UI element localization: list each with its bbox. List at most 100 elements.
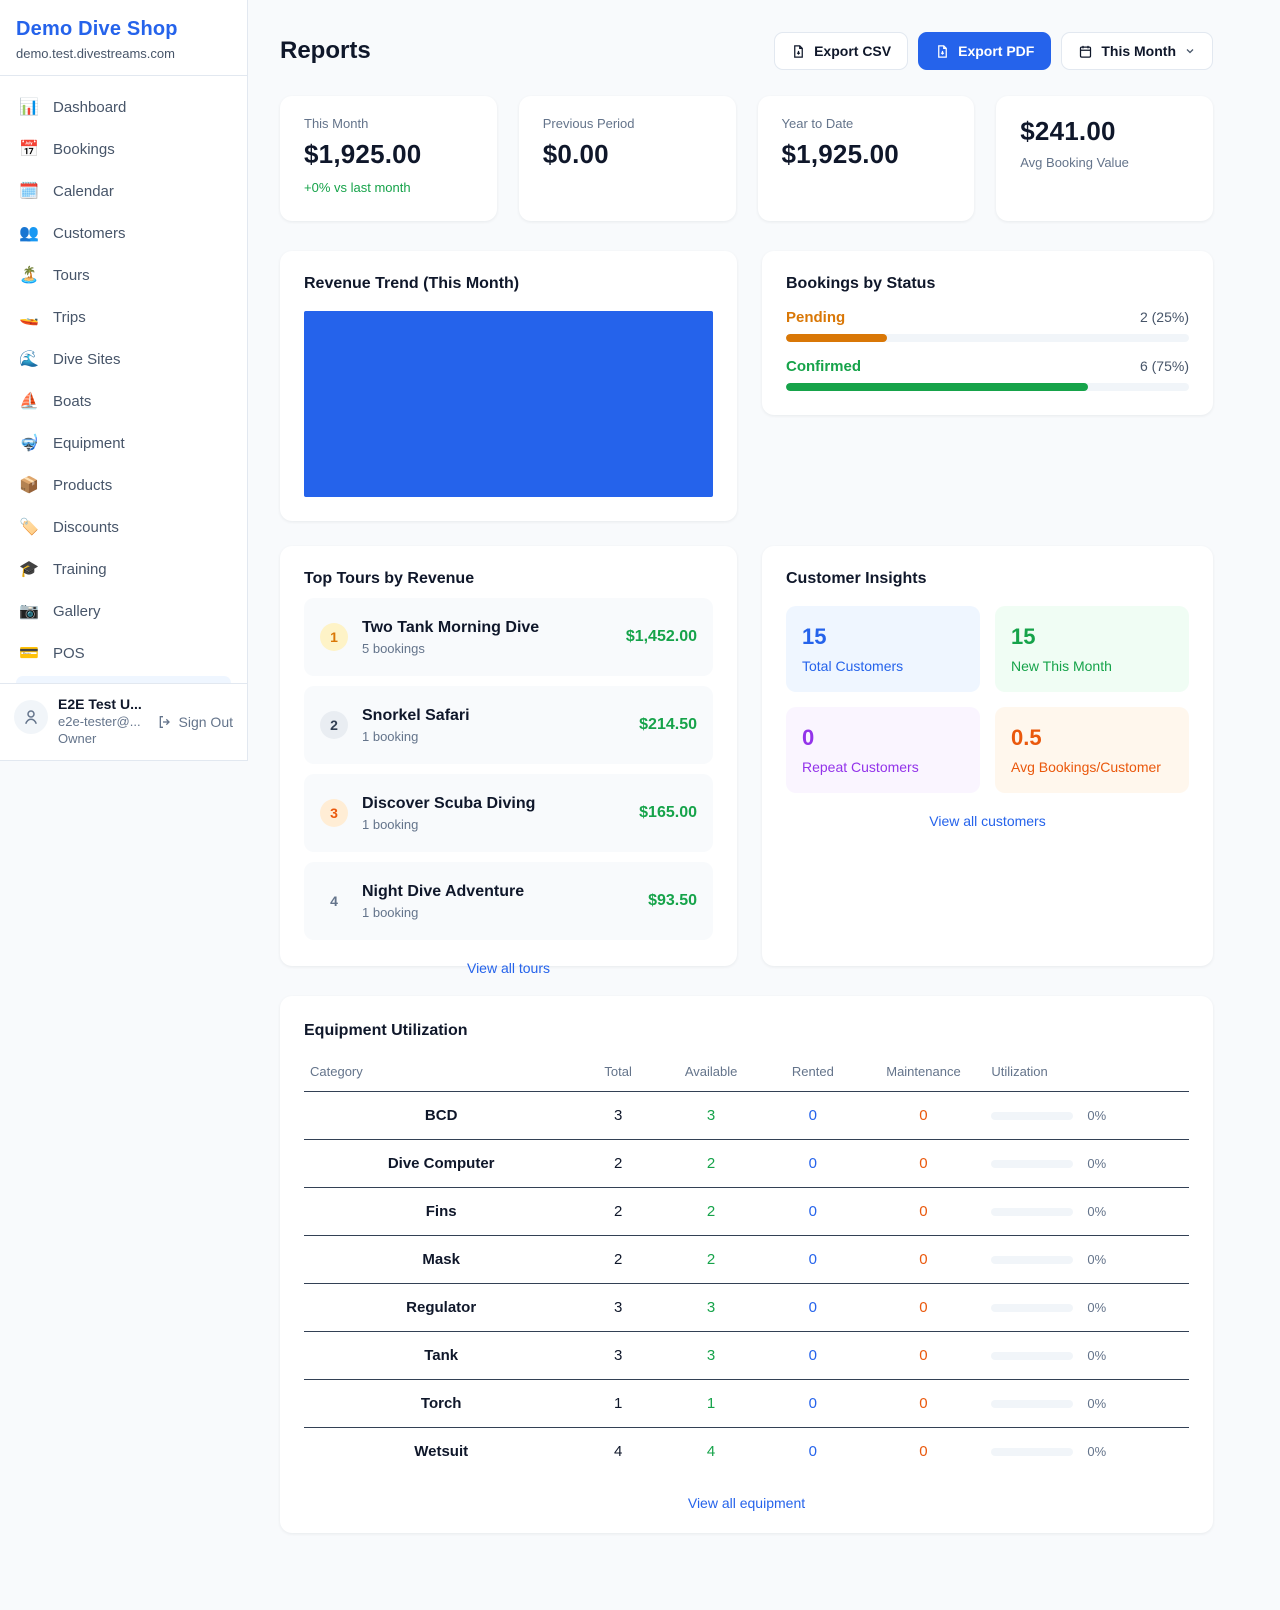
equipment-table: Category Total Available Rented Maintena… <box>304 1054 1189 1475</box>
customer-insights-title: Customer Insights <box>786 570 927 587</box>
user-role: Owner <box>58 731 97 746</box>
sidebar-item-products[interactable]: 📦 Products <box>8 464 239 506</box>
revenue-trend-card: Revenue Trend (This Month) <box>280 251 737 521</box>
export-pdf-label: Export PDF <box>958 43 1035 59</box>
col-total: Total <box>578 1054 658 1092</box>
tour-revenue: $165.00 <box>639 804 697 821</box>
equipment-utilization-title: Equipment Utilization <box>304 1022 468 1039</box>
export-csv-button[interactable]: Export CSV <box>774 32 909 70</box>
view-all-tours-link[interactable]: View all tours <box>466 960 550 976</box>
table-row: Regulator 3 3 0 0 0% <box>304 1283 1189 1332</box>
view-all-customers-link[interactable]: View all customers <box>929 813 1046 829</box>
cell-total: 2 <box>578 1235 658 1284</box>
stat-value: $241.00 <box>1020 116 1116 146</box>
brand-name: Demo Dive Shop <box>16 18 178 40</box>
sidebar-item-boats[interactable]: ⛵ Boats <box>8 380 239 422</box>
col-category: Category <box>304 1054 579 1092</box>
tile-label: Avg Bookings/Customer <box>1011 759 1161 775</box>
sidebar-item-dashboard[interactable]: 📊 Dashboard <box>8 86 239 128</box>
insights-row: Top Tours by Revenue 1 Two Tank Morning … <box>280 546 1213 976</box>
user-email: e2e-tester@... <box>58 714 141 729</box>
bookings-icon: 📅 <box>19 141 39 158</box>
utilization-cell: 0% <box>991 1252 1183 1267</box>
insight-tiles: 15 Total Customers 15 New This Month 0 R… <box>786 606 1189 793</box>
sidebar-item-label: Trips <box>53 308 86 326</box>
cell-available: 3 <box>657 1331 765 1380</box>
gallery-icon: 📷 <box>19 603 39 620</box>
cell-total: 2 <box>578 1139 658 1188</box>
tile-new-this-month: 15 New This Month <box>995 606 1189 692</box>
sidebar-item-calendar[interactable]: 🗓️ Calendar <box>8 170 239 212</box>
sidebar-item-dive-sites[interactable]: 🌊 Dive Sites <box>8 338 239 380</box>
cell-category: Torch <box>304 1379 579 1428</box>
stat-value: $1,925.00 <box>781 139 899 169</box>
sidebar-item-trips[interactable]: 🚤 Trips <box>8 296 239 338</box>
utilization-bar <box>991 1207 1074 1216</box>
rank-badge: 1 <box>320 623 348 651</box>
table-row: Mask 2 2 0 0 0% <box>304 1235 1189 1284</box>
stat-label: Avg Booking Value <box>1020 155 1129 170</box>
period-label: This Month <box>1101 43 1176 59</box>
sidebar-item-reports-active-partial[interactable] <box>16 676 231 683</box>
tile-label: New This Month <box>1011 658 1112 674</box>
dashboard-icon: 📊 <box>19 99 39 116</box>
tours-icon: 🏝️ <box>19 267 39 284</box>
tour-name: Discover Scuba Diving <box>362 794 536 812</box>
utilization-cell: 0% <box>991 1444 1183 1459</box>
cell-total: 3 <box>578 1091 658 1140</box>
tile-label: Total Customers <box>802 658 904 674</box>
sidebar-item-training[interactable]: 🎓 Training <box>8 548 239 590</box>
status-bar-track <box>786 383 1189 391</box>
tour-row[interactable]: 1 Two Tank Morning Dive 5 bookings $1,45… <box>304 598 713 676</box>
tile-total-customers: 15 Total Customers <box>786 606 980 692</box>
bookings-by-status-title: Bookings by Status <box>786 275 936 292</box>
table-row: Wetsuit 4 4 0 0 0% <box>304 1428 1189 1476</box>
tour-row[interactable]: 3 Discover Scuba Diving 1 booking $165.0… <box>304 774 713 852</box>
table-row: Torch 1 1 0 0 0% <box>304 1379 1189 1428</box>
sidebar-item-bookings[interactable]: 📅 Bookings <box>8 128 239 170</box>
cell-rented: 0 <box>764 1331 862 1380</box>
utilization-pct: 0% <box>1087 1156 1107 1171</box>
status-row-confirmed: Confirmed 6 (75%) <box>786 358 1189 391</box>
sidebar-item-tours[interactable]: 🏝️ Tours <box>8 254 239 296</box>
tour-row[interactable]: 2 Snorkel Safari 1 booking $214.50 <box>304 686 713 764</box>
utilization-bar <box>991 1351 1074 1360</box>
tour-revenue: $1,452.00 <box>625 628 697 645</box>
cell-maintenance: 0 <box>861 1187 986 1236</box>
period-dropdown[interactable]: This Month <box>1061 32 1213 70</box>
sidebar-item-customers[interactable]: 👥 Customers <box>8 212 239 254</box>
cell-available: 2 <box>657 1139 765 1188</box>
sidebar-item-discounts[interactable]: 🏷️ Discounts <box>8 506 239 548</box>
utilization-pct: 0% <box>1087 1252 1107 1267</box>
col-utilization: Utilization <box>985 1054 1189 1092</box>
utilization-pct: 0% <box>1087 1204 1107 1219</box>
person-icon <box>25 710 37 725</box>
sidebar-item-pos[interactable]: 💳 POS <box>8 632 239 674</box>
cell-maintenance: 0 <box>861 1379 986 1428</box>
tour-info: Snorkel Safari 1 booking <box>362 707 625 744</box>
cell-category: Wetsuit <box>414 1443 469 1460</box>
view-all-equipment-link[interactable]: View all equipment <box>687 1495 806 1511</box>
sign-out-label: Sign Out <box>178 714 233 730</box>
export-pdf-button[interactable]: Export PDF <box>918 32 1052 70</box>
cell-rented: 0 <box>764 1235 862 1284</box>
sign-out-button[interactable]: Sign Out <box>157 714 233 730</box>
tour-name: Snorkel Safari <box>362 706 470 724</box>
utilization-cell: 0% <box>991 1204 1183 1219</box>
tile-avg-bookings: 0.5 Avg Bookings/Customer <box>995 707 1189 793</box>
customer-insights-card: Customer Insights 15 Total Customers 15 … <box>762 546 1213 966</box>
sidebar-item-equipment[interactable]: 🤿 Equipment <box>8 422 239 464</box>
tour-row[interactable]: 4 Night Dive Adventure 1 booking $93.50 <box>304 862 713 940</box>
page-title: Reports <box>280 37 371 64</box>
cell-category: Fins <box>304 1187 579 1236</box>
dive-sites-icon: 🌊 <box>19 351 39 368</box>
user-name: E2E Test U... <box>58 696 142 712</box>
cell-category: Regulator <box>304 1283 579 1332</box>
training-icon: 🎓 <box>19 561 39 578</box>
status-count: 2 (25%) <box>1139 309 1189 325</box>
calendar-icon <box>1080 45 1092 58</box>
sidebar-item-gallery[interactable]: 📷 Gallery <box>8 590 239 632</box>
trips-icon: 🚤 <box>19 309 39 326</box>
status-count: 6 (75%) <box>1139 358 1189 374</box>
utilization-bar <box>991 1447 1074 1456</box>
